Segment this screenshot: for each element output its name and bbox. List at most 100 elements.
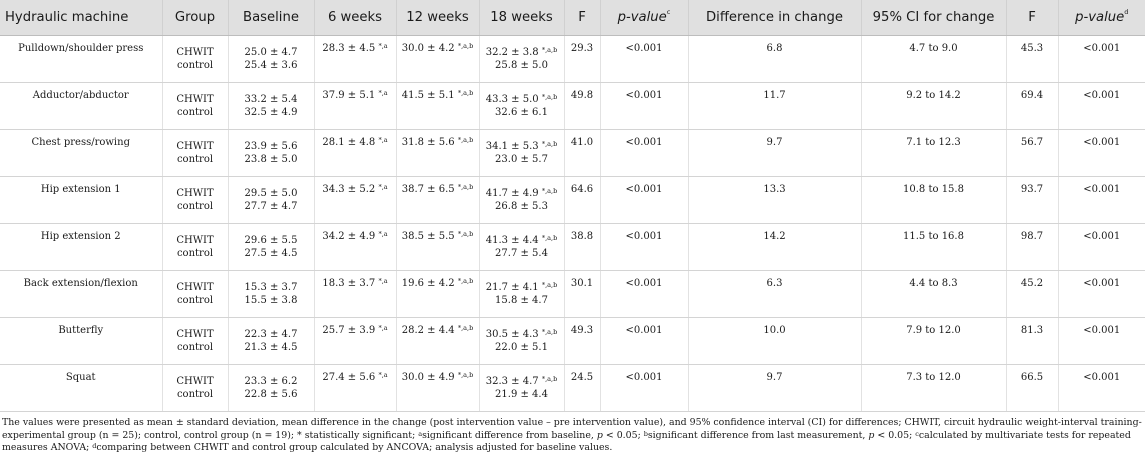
six-week-mean: 34.2 ± 4.9 xyxy=(322,231,376,242)
difference-cell: 10.0 xyxy=(687,317,861,365)
eighteen-week-significance: *,a,b xyxy=(541,46,558,54)
group-chwit: CHWIT xyxy=(176,188,214,199)
eighteen-week-cell: 32.2 ± 3.8 *,a,b 25.8 ± 5.0 xyxy=(478,35,564,83)
baseline-chwit: 25.0 ± 4.7 xyxy=(244,47,298,58)
twelve-week-significance: *,a,b xyxy=(457,136,474,144)
difference-cell: 6.8 xyxy=(687,35,861,83)
six-week-significance: *,a xyxy=(378,371,388,379)
group-cell: CHWIT control xyxy=(161,176,228,224)
machine-cell: Hip extension 1 xyxy=(0,176,162,224)
eighteen-week-cell: 32.3 ± 4.7 *,a,b 21.9 ± 4.4 xyxy=(478,364,564,412)
twelve-week-mean: 38.7 ± 6.5 xyxy=(401,184,455,195)
twelve-week-cell: 30.0 ± 4.9 *,a,b xyxy=(395,364,479,412)
six-week-cell: 18.3 ± 3.7 *,a xyxy=(313,270,396,318)
group-cell: CHWIT control xyxy=(161,317,228,365)
footnote-part-3: < 0.05; xyxy=(602,429,644,441)
eighteen-week-control: 26.8 ± 5.3 xyxy=(495,201,548,212)
machine-cell: Butterfly xyxy=(0,317,162,365)
eighteen-week-control: 27.7 ± 5.4 xyxy=(495,248,548,259)
header-p-value-c-sup: c xyxy=(666,8,671,16)
footnote-part-2: significant difference from baseline, xyxy=(422,429,597,441)
machine-cell: Back extension/flexion xyxy=(0,270,162,318)
header-baseline: Baseline xyxy=(227,0,314,36)
header-machine: Hydraulic machine xyxy=(0,0,162,36)
f-value-cell: 38.8 xyxy=(563,223,600,271)
six-week-cell: 37.9 ± 5.1 *,a xyxy=(313,82,396,130)
f-value-cell: 41.0 xyxy=(563,129,600,177)
machine-cell: Pulldown/shoulder press xyxy=(0,35,162,83)
six-week-mean: 28.1 ± 4.8 xyxy=(322,137,376,148)
baseline-cell: 33.2 ± 5.4 32.5 ± 4.9 xyxy=(227,82,314,130)
six-week-mean: 27.4 ± 5.6 xyxy=(322,372,376,383)
eighteen-week-control: 15.8 ± 4.7 xyxy=(495,295,548,306)
table-row: Butterfly CHWIT control 22.3 ± 4.7 21.3 ± 4.… xyxy=(0,317,1145,365)
group-control: control xyxy=(176,107,214,118)
eighteen-week-mean: 21.7 ± 4.1 xyxy=(485,282,539,293)
eighteen-week-significance: *,a,b xyxy=(541,281,558,289)
eighteen-week-significance: *,a,b xyxy=(541,93,558,101)
twelve-week-value: 30.0 ± 4.2 *,a,b xyxy=(401,42,475,55)
twelve-week-mean: 30.0 ± 4.2 xyxy=(401,43,455,54)
eighteen-week-chwit: 34.1 ± 5.3 *,a,b xyxy=(484,140,560,153)
p-value-cell: <0.001 xyxy=(599,364,688,412)
baseline-control: 32.5 ± 4.9 xyxy=(244,107,298,118)
twelve-week-cell: 38.5 ± 5.5 *,a,b xyxy=(395,223,479,271)
baseline-chwit: 29.5 ± 5.0 xyxy=(244,188,298,199)
six-week-significance: *,a xyxy=(378,42,388,50)
footnote-sup-a: a xyxy=(418,429,423,438)
baseline-cell: 29.5 ± 5.0 27.7 ± 4.7 xyxy=(227,176,314,224)
group-chwit: CHWIT xyxy=(176,235,214,246)
baseline-cell: 25.0 ± 4.7 25.4 ± 3.6 xyxy=(227,35,314,83)
baseline-cell: 15.3 ± 3.7 15.5 ± 3.8 xyxy=(227,270,314,318)
eighteen-week-chwit: 21.7 ± 4.1 *,a,b xyxy=(484,281,560,294)
twelve-week-cell: 41.5 ± 5.1 *,a,b xyxy=(395,82,479,130)
f-value-2-cell: 98.7 xyxy=(1005,223,1058,271)
footnote-sup-d: d xyxy=(92,442,97,451)
eighteen-week-significance: *,a,b xyxy=(541,234,558,242)
p-value-2-cell: <0.001 xyxy=(1057,270,1145,318)
twelve-week-cell: 19.6 ± 4.2 *,a,b xyxy=(395,270,479,318)
table-row: Adductor/abductor CHWIT control 33.2 ± 5.4 3… xyxy=(0,82,1145,130)
f-value-2-cell: 93.7 xyxy=(1005,176,1058,224)
f-value-cell: 49.8 xyxy=(563,82,600,130)
baseline-chwit: 33.2 ± 5.4 xyxy=(244,94,298,105)
twelve-week-significance: *,a,b xyxy=(457,183,474,191)
eighteen-week-mean: 34.1 ± 5.3 xyxy=(485,141,539,152)
p-value-cell: <0.001 xyxy=(599,35,688,83)
six-week-mean: 37.9 ± 5.1 xyxy=(322,90,376,101)
ci-cell: 4.4 to 8.3 xyxy=(860,270,1006,318)
p-value-cell: <0.001 xyxy=(599,176,688,224)
twelve-week-significance: *,a,b xyxy=(457,230,474,238)
table-row: Hip extension 2 CHWIT control 29.6 ± 5.5 27.… xyxy=(0,223,1145,271)
header-p-value-c-text: p-value xyxy=(617,10,667,25)
f-value-2-cell: 69.4 xyxy=(1005,82,1058,130)
six-week-value: 34.2 ± 4.9 *,a xyxy=(319,230,392,243)
six-week-mean: 18.3 ± 3.7 xyxy=(322,278,376,289)
eighteen-week-cell: 41.3 ± 4.4 *,a,b 27.7 ± 5.4 xyxy=(478,223,564,271)
f-value-cell: 24.5 xyxy=(563,364,600,412)
group-chwit: CHWIT xyxy=(176,376,214,387)
group-cell: CHWIT control xyxy=(161,35,228,83)
twelve-week-cell: 28.2 ± 4.4 *,a,b xyxy=(395,317,479,365)
baseline-control: 23.8 ± 5.0 xyxy=(244,154,298,165)
six-week-cell: 27.4 ± 5.6 *,a xyxy=(313,364,396,412)
ci-cell: 11.5 to 16.8 xyxy=(860,223,1006,271)
group-control: control xyxy=(176,154,214,165)
eighteen-week-significance: *,a,b xyxy=(541,187,558,195)
f-value-cell: 29.3 xyxy=(563,35,600,83)
eighteen-week-control: 25.8 ± 5.0 xyxy=(495,60,548,71)
eighteen-week-chwit: 32.2 ± 3.8 *,a,b xyxy=(484,46,560,59)
eighteen-week-mean: 32.2 ± 3.8 xyxy=(485,47,539,58)
difference-cell: 9.7 xyxy=(687,129,861,177)
machine-cell: Adductor/abductor xyxy=(0,82,162,130)
six-week-value: 25.7 ± 3.9 *,a xyxy=(319,324,392,337)
eighteen-week-chwit: 41.3 ± 4.4 *,a,b xyxy=(484,234,560,247)
twelve-week-value: 31.8 ± 5.6 *,a,b xyxy=(401,136,475,149)
results-table: Hydraulic machine Group Baseline 6 weeks… xyxy=(0,0,1145,412)
baseline-cell: 23.3 ± 6.2 22.8 ± 5.6 xyxy=(227,364,314,412)
twelve-week-cell: 31.8 ± 5.6 *,a,b xyxy=(395,129,479,177)
difference-cell: 6.3 xyxy=(687,270,861,318)
eighteen-week-cell: 34.1 ± 5.3 *,a,b 23.0 ± 5.7 xyxy=(478,129,564,177)
header-row: Hydraulic machine Group Baseline 6 weeks… xyxy=(0,0,1145,36)
baseline-control: 27.7 ± 4.7 xyxy=(244,201,298,212)
